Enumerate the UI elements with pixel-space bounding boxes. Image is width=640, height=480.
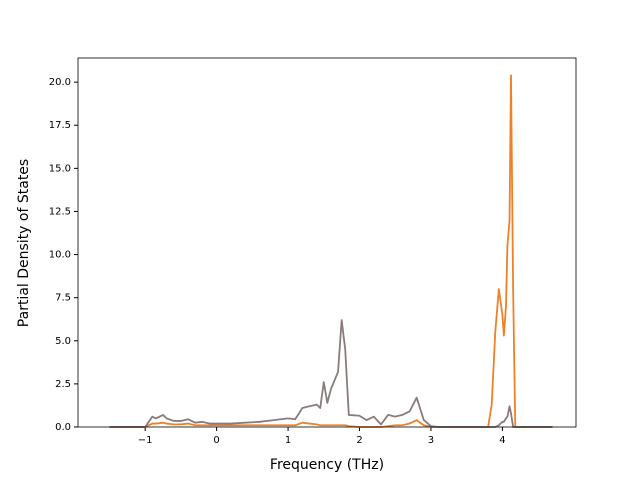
- series-line: [109, 319, 553, 428]
- y-tick-label: 7.5: [55, 293, 71, 304]
- y-tick-label: 10.0: [49, 250, 71, 261]
- x-tick-label: 0: [213, 435, 219, 446]
- x-tick-label: 1: [285, 435, 291, 446]
- x-tick-label: 3: [428, 435, 434, 446]
- y-tick-label: 2.5: [55, 379, 71, 390]
- y-tick-label: 20.0: [49, 77, 71, 88]
- y-tick-label: 17.5: [49, 120, 71, 131]
- series-line: [109, 74, 553, 428]
- x-tick-label: −1: [138, 435, 153, 446]
- plot-frame: [77, 57, 577, 428]
- y-tick-label: 12.5: [49, 206, 71, 217]
- y-axis-label: Partial Density of States: [16, 159, 32, 327]
- y-tick-label: 5.0: [55, 336, 71, 347]
- x-tick-label: 4: [499, 435, 505, 446]
- x-axis-label: Frequency (THz): [270, 457, 384, 473]
- x-tick-label: 2: [356, 435, 362, 446]
- y-tick-label: 15.0: [49, 163, 71, 174]
- y-tick-label: 0.0: [55, 422, 71, 433]
